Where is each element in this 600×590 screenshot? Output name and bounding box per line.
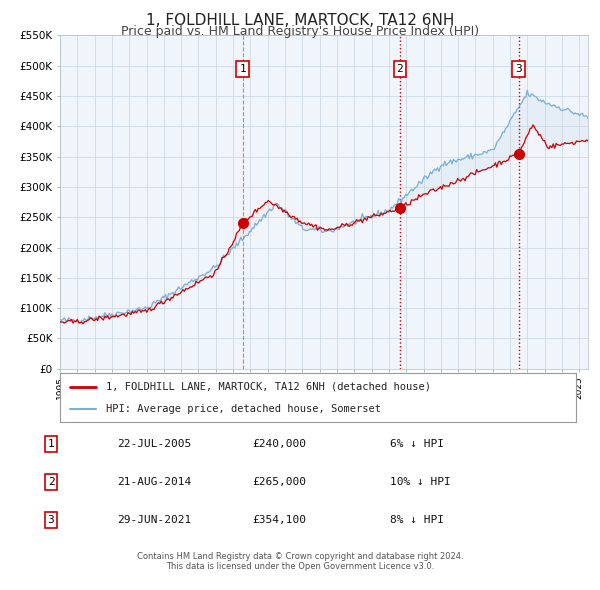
Text: 29-JUN-2021: 29-JUN-2021 bbox=[117, 516, 191, 525]
Text: 21-AUG-2014: 21-AUG-2014 bbox=[117, 477, 191, 487]
Text: This data is licensed under the Open Government Licence v3.0.: This data is licensed under the Open Gov… bbox=[166, 562, 434, 571]
Text: 3: 3 bbox=[515, 64, 522, 74]
Text: £354,100: £354,100 bbox=[252, 516, 306, 525]
Text: 3: 3 bbox=[47, 516, 55, 525]
Text: 6% ↓ HPI: 6% ↓ HPI bbox=[390, 439, 444, 448]
Text: Price paid vs. HM Land Registry's House Price Index (HPI): Price paid vs. HM Land Registry's House … bbox=[121, 25, 479, 38]
Text: 22-JUL-2005: 22-JUL-2005 bbox=[117, 439, 191, 448]
Text: £240,000: £240,000 bbox=[252, 439, 306, 448]
Text: 1: 1 bbox=[47, 439, 55, 448]
Text: £265,000: £265,000 bbox=[252, 477, 306, 487]
Text: 2: 2 bbox=[47, 477, 55, 487]
Text: 1, FOLDHILL LANE, MARTOCK, TA12 6NH: 1, FOLDHILL LANE, MARTOCK, TA12 6NH bbox=[146, 13, 454, 28]
Text: 10% ↓ HPI: 10% ↓ HPI bbox=[390, 477, 451, 487]
Text: HPI: Average price, detached house, Somerset: HPI: Average price, detached house, Some… bbox=[106, 404, 382, 414]
Text: 8% ↓ HPI: 8% ↓ HPI bbox=[390, 516, 444, 525]
Text: 1, FOLDHILL LANE, MARTOCK, TA12 6NH (detached house): 1, FOLDHILL LANE, MARTOCK, TA12 6NH (det… bbox=[106, 382, 431, 392]
Text: 2: 2 bbox=[397, 64, 403, 74]
Text: Contains HM Land Registry data © Crown copyright and database right 2024.: Contains HM Land Registry data © Crown c… bbox=[137, 552, 463, 561]
Text: 1: 1 bbox=[239, 64, 246, 74]
